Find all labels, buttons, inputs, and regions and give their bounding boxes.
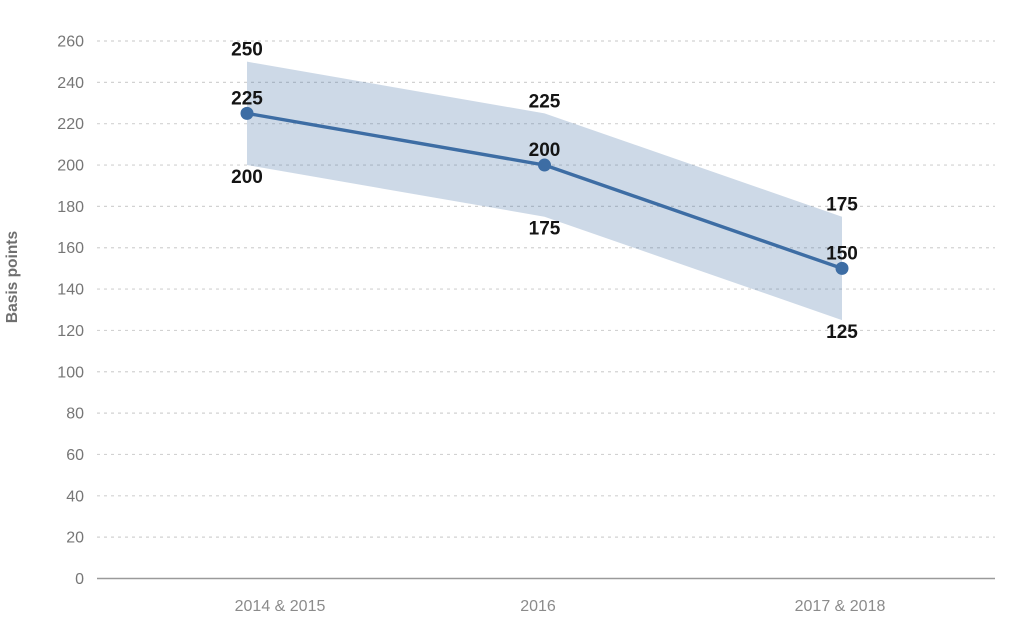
- y-axis-tick-label: 40: [66, 488, 84, 505]
- y-axis-tick-label: 80: [66, 406, 84, 423]
- data-label-lower: 175: [529, 219, 561, 240]
- confidence-band: [247, 61, 842, 321]
- y-axis-tick-label: 220: [57, 116, 84, 133]
- y-axis-tick-label: 160: [57, 240, 84, 257]
- y-axis-tick-label: 140: [57, 282, 84, 299]
- data-label-mid: 150: [826, 243, 858, 264]
- x-axis-category-label: 2014 & 2015: [235, 598, 326, 615]
- y-axis-tick-label: 100: [57, 364, 84, 381]
- data-label-upper: 250: [231, 40, 263, 61]
- data-point-marker: [835, 261, 849, 275]
- y-axis-tick-label: 120: [57, 323, 84, 340]
- data-point-marker: [240, 106, 254, 120]
- y-axis-tick-label: 20: [66, 530, 84, 547]
- data-label-upper: 225: [529, 91, 561, 112]
- y-axis-tick-label: 240: [57, 75, 84, 92]
- data-label-lower: 200: [231, 167, 263, 188]
- data-label-mid: 200: [529, 140, 561, 161]
- data-label-lower: 125: [826, 322, 858, 343]
- data-label-mid: 225: [231, 88, 263, 109]
- y-axis-tick-label: 260: [57, 34, 84, 51]
- y-axis-tick-label: 200: [57, 158, 84, 175]
- x-axis-category-label: 2016: [520, 598, 556, 615]
- y-axis-tick-label: 60: [66, 447, 84, 464]
- data-point-marker: [538, 158, 551, 172]
- y-axis-title: Basis points: [4, 231, 21, 323]
- x-axis-category-label: 2017 & 2018: [795, 598, 886, 615]
- y-axis-tick-label: 180: [57, 199, 84, 216]
- data-label-upper: 175: [826, 195, 858, 216]
- y-axis-tick-label: 0: [75, 571, 84, 588]
